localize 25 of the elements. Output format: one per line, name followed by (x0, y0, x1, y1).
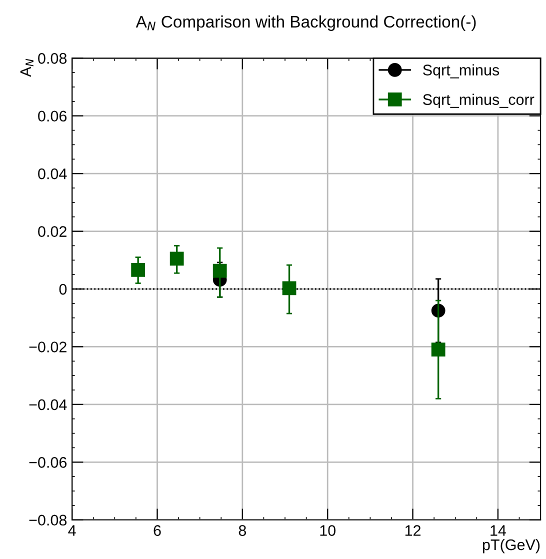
point (131, 263, 146, 277)
x-tick-label: 8 (238, 525, 246, 536)
point (431, 342, 446, 357)
y-tick-label: −0.02 (29, 342, 66, 352)
y-tick-label: −0.04 (29, 399, 67, 410)
x-tick-label: 12 (405, 525, 421, 536)
point (282, 281, 296, 296)
y-tick-label: 0.06 (38, 110, 67, 122)
y-tick-label: −0.06 (29, 457, 67, 468)
chart-title: A$_{N}$ Comparison with Background Correction(-) (136, 15, 476, 31)
x-tick-label: 10 (320, 525, 336, 536)
y-tick-label: −0.08 (29, 514, 67, 526)
y-tick-label: 0.02 (38, 226, 66, 237)
x-tick-label: 14 (490, 525, 506, 536)
legend-label: Sqrt_minus (423, 64, 500, 78)
point (212, 264, 227, 278)
x-axis-title: pT(GeV) (482, 538, 540, 554)
legend-label: Sqrt_minus_corr (423, 94, 534, 108)
x-tick-label: 6 (154, 525, 161, 536)
x-tick-label: 4 (68, 525, 76, 536)
point (170, 252, 184, 266)
y-tick-label: 0.04 (38, 168, 67, 180)
y-tick-label: 0.08 (38, 53, 67, 64)
y-axis-title: A$_{N}$ (20, 58, 34, 77)
y-tick-label: 0 (59, 284, 67, 295)
